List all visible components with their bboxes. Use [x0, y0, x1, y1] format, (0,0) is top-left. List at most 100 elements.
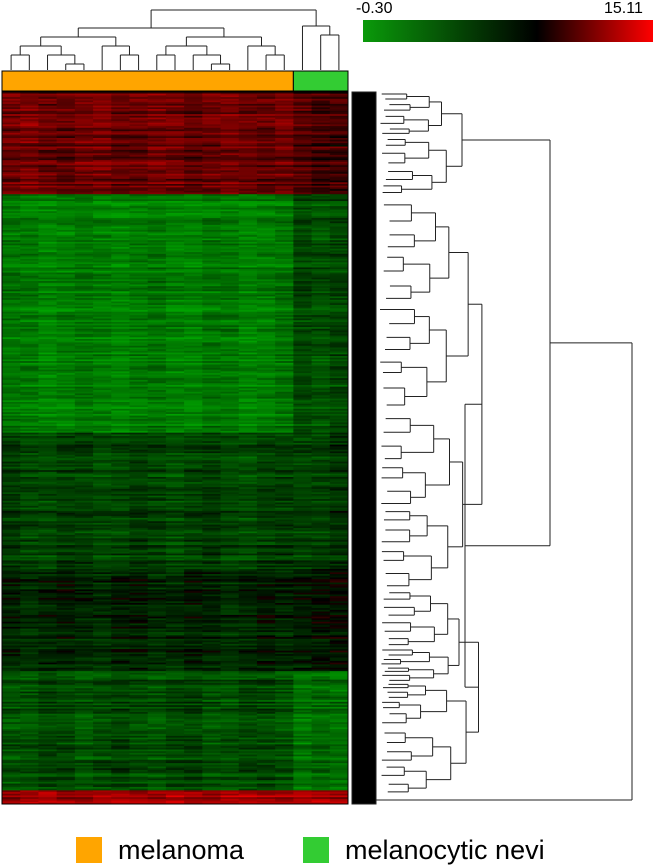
heatmap-cell [56, 531, 76, 534]
heatmap-cell [111, 252, 130, 255]
heatmap-cell [56, 126, 76, 129]
heatmap-cell [220, 132, 240, 136]
heatmap-cell [184, 231, 203, 234]
heatmap-cell [74, 408, 94, 412]
heatmap-cell [238, 466, 258, 469]
heatmap-cell [256, 103, 276, 107]
heatmap-cell [220, 359, 240, 362]
heatmap-cell [256, 507, 276, 510]
heatmap-cell [275, 291, 294, 294]
heatmap-cell [74, 316, 94, 320]
heatmap-cell [238, 373, 258, 376]
heatmap-cell [56, 155, 76, 158]
heatmap-cell [256, 218, 276, 221]
heatmap-cell [147, 390, 167, 393]
heatmap-cell [184, 473, 203, 476]
heatmap-cell [184, 151, 203, 154]
heatmap-cell [165, 492, 185, 495]
heatmap-cell [238, 454, 258, 458]
heatmap-cell [20, 371, 39, 374]
heatmap-cell [184, 492, 203, 495]
heatmap-cell [256, 344, 276, 347]
heatmap-cell [238, 204, 258, 207]
heatmap-cell [202, 432, 222, 435]
heatmap-cell [275, 519, 294, 522]
heatmap-cell [184, 333, 203, 337]
heatmap-cell [202, 403, 222, 406]
heatmap-cell [74, 398, 94, 401]
heatmap-cell [2, 320, 21, 323]
heatmap-cell [275, 192, 294, 195]
heatmap-cell [275, 505, 294, 509]
heatmap-cell [184, 218, 203, 221]
heatmap-cell [220, 403, 240, 406]
heatmap-cell [38, 235, 58, 238]
heatmap-cell [275, 262, 294, 265]
heatmap-cell [311, 299, 331, 303]
heatmap-cell [74, 522, 94, 526]
heatmap-cell [38, 299, 58, 303]
heatmap-cell [165, 350, 185, 354]
heatmap-cell [56, 235, 76, 238]
heatmap-cell [275, 408, 294, 412]
heatmap-cell [2, 296, 21, 299]
heatmap-cell [275, 332, 294, 335]
heatmap-cell [147, 180, 167, 183]
heatmap-cell [111, 284, 130, 287]
heatmap-cell [184, 306, 203, 309]
heatmap-cell [275, 497, 294, 500]
heatmap-cell [56, 384, 76, 388]
heatmap-cell [202, 337, 222, 340]
heatmap-cell [129, 155, 149, 158]
heatmap-cell [293, 529, 313, 532]
heatmap-cell [256, 109, 276, 112]
heatmap-cell [38, 362, 58, 366]
heatmap-cell [165, 241, 185, 245]
heatmap-cell [329, 361, 349, 364]
heatmap-cell [220, 274, 240, 277]
heatmap-cell [329, 396, 349, 400]
heatmap-cell [147, 456, 167, 459]
heatmap-cell [20, 214, 39, 217]
heatmap-cell [202, 126, 222, 129]
heatmap-cell [111, 422, 130, 425]
heatmap-cell [165, 311, 185, 314]
heatmap-cell [56, 430, 76, 434]
heatmap-cell [238, 168, 258, 171]
heatmap-cell [20, 281, 39, 284]
heatmap-cell [311, 420, 331, 423]
heatmap-cell [93, 177, 112, 180]
heatmap-cell [111, 362, 130, 366]
heatmap-cell [147, 168, 167, 171]
heatmap-cell [147, 153, 167, 156]
heatmap-cell [56, 500, 76, 503]
heatmap-cell [56, 298, 76, 301]
heatmap-cell [20, 478, 39, 481]
heatmap-cell [293, 388, 313, 391]
heatmap-cell [311, 161, 331, 165]
heatmap-cell [275, 178, 294, 182]
heatmap-cell [147, 315, 167, 318]
heatmap-cell [38, 182, 58, 185]
heatmap-cell [311, 180, 331, 183]
heatmap-cell [93, 522, 112, 526]
heatmap-cell [74, 478, 94, 481]
heatmap-cell [184, 122, 203, 125]
heatmap-cell [238, 247, 258, 250]
heatmap-cell [275, 420, 294, 423]
heatmap-cell [129, 214, 149, 217]
heatmap-cell [38, 264, 58, 267]
heatmap-cell [74, 485, 94, 488]
heatmap-cell [220, 367, 240, 371]
heatmap-cell [38, 172, 58, 175]
heatmap-cell [220, 384, 240, 388]
heatmap-cell [74, 253, 94, 257]
heatmap-cell [111, 325, 130, 328]
heatmap-cell [256, 386, 276, 389]
heatmap-cell [275, 187, 294, 190]
heatmap-cell [129, 245, 149, 248]
heatmap-cell [165, 390, 185, 393]
heatmap-cell [202, 291, 222, 294]
heatmap-cell [165, 451, 185, 454]
heatmap-cell [93, 345, 112, 348]
